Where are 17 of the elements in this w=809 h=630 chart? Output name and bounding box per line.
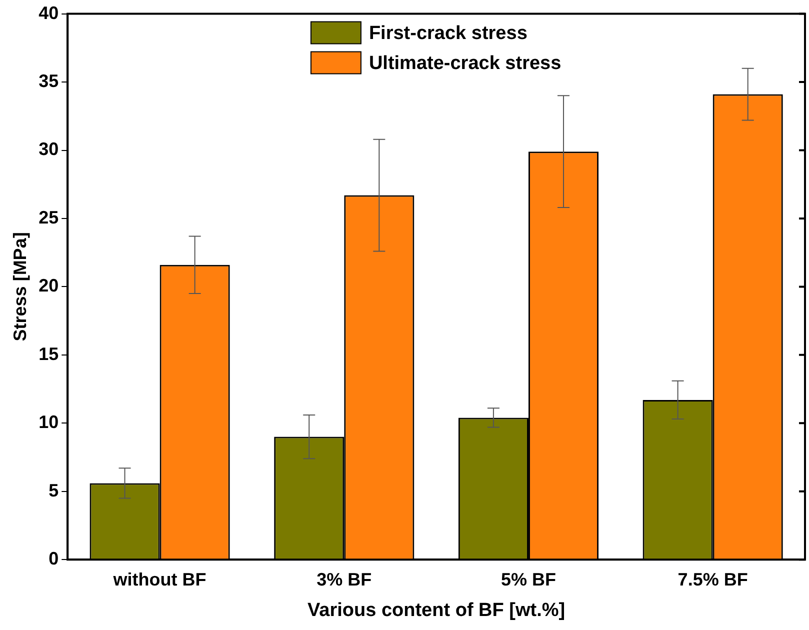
- legend-label: Ultimate-crack stress: [368, 53, 562, 74]
- x-tick-label: 3% BF: [316, 569, 372, 590]
- y-tick-label: 20: [38, 276, 59, 296]
- y-tick-label: 25: [38, 207, 59, 228]
- y-tick-label: 0: [48, 548, 59, 569]
- y-tick-label: 10: [38, 412, 59, 432]
- y-tick-label: 30: [38, 139, 59, 160]
- legend-label: First-crack stress: [368, 23, 528, 44]
- x-tick-label: without BF: [112, 569, 206, 590]
- y-tick-label: 15: [38, 344, 59, 364]
- y-tick-label: 35: [38, 70, 59, 91]
- x-tick-label: 5% BF: [500, 569, 556, 590]
- y-tick-label: 40: [38, 2, 59, 23]
- x-tick-label: 7.5% BF: [678, 569, 748, 590]
- x-axis-title: Various content of BF [wt.%]: [308, 600, 566, 621]
- y-axis-title: Stress [MPa]: [10, 232, 30, 342]
- y-tick-label: 5: [48, 480, 59, 500]
